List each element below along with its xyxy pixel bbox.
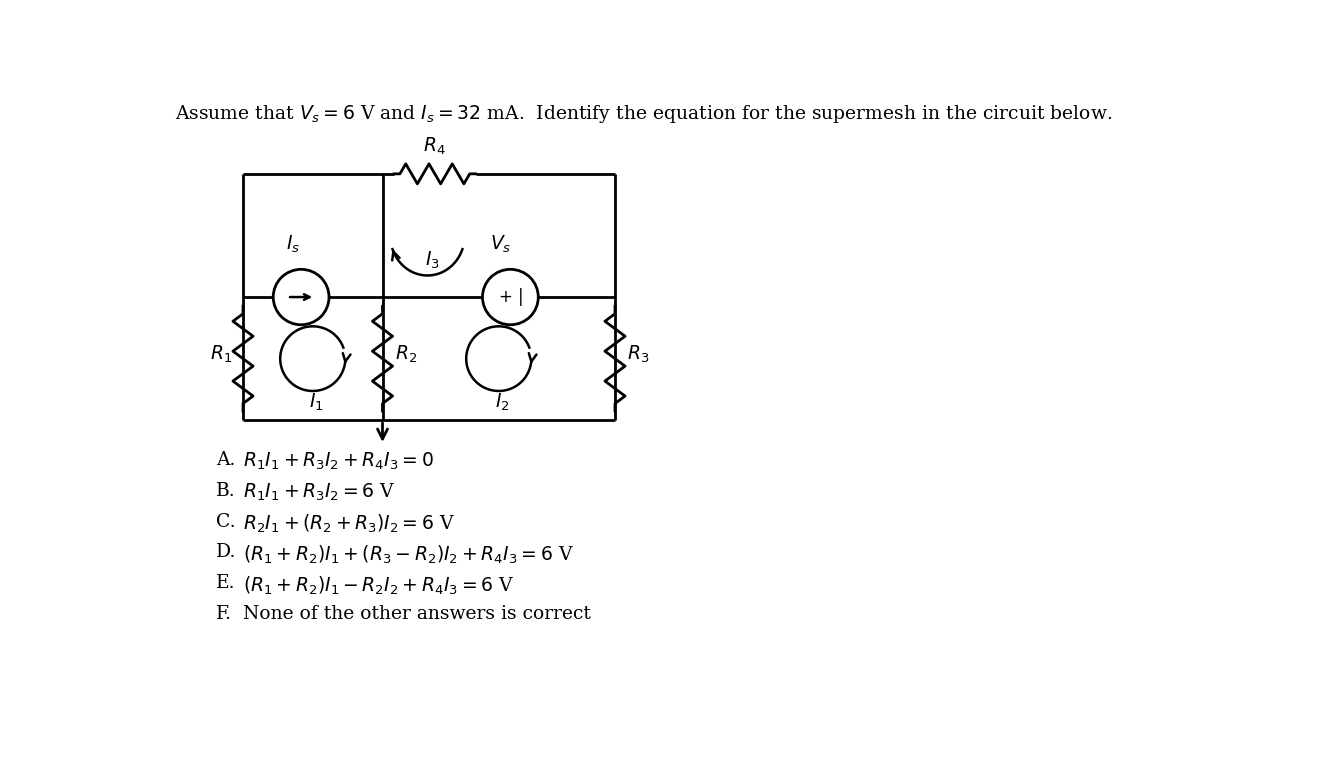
- Text: $V_s$: $V_s$: [490, 233, 512, 255]
- Text: B.: B.: [216, 482, 236, 500]
- Circle shape: [273, 270, 330, 325]
- Text: $(R_1 + R_2) I_1 - R_2 I_2 + R_4 I_3 = 6$ V: $(R_1 + R_2) I_1 - R_2 I_2 + R_4 I_3 = 6…: [244, 574, 515, 597]
- Text: A.: A.: [216, 451, 236, 469]
- Text: $I_1$: $I_1$: [308, 391, 323, 413]
- Text: $+\ |$: $+\ |$: [498, 286, 523, 308]
- Text: C.: C.: [216, 512, 236, 531]
- Text: $R_2$: $R_2$: [395, 344, 417, 366]
- Text: $I_3$: $I_3$: [425, 250, 440, 270]
- Text: Assume that $V_s = 6$ V and $I_s = 32$ mA.  Identify the equation for the superm: Assume that $V_s = 6$ V and $I_s = 32$ m…: [175, 103, 1112, 125]
- Text: D.: D.: [216, 543, 236, 561]
- Text: $I_2$: $I_2$: [495, 391, 510, 413]
- Circle shape: [482, 270, 539, 325]
- Text: None of the other answers is correct: None of the other answers is correct: [244, 605, 591, 623]
- Text: E.: E.: [216, 574, 236, 592]
- Text: $R_1 I_1 + R_3 I_2 = 6$ V: $R_1 I_1 + R_3 I_2 = 6$ V: [244, 482, 396, 503]
- Text: $I_s$: $I_s$: [286, 233, 301, 255]
- Text: $(R_1 + R_2) I_1 + (R_3 - R_2) I_2 + R_4 I_3 = 6$ V: $(R_1 + R_2) I_1 + (R_3 - R_2) I_2 + R_4…: [244, 543, 575, 566]
- Text: $R_2 I_1 + (R_2 + R_3)I_2 = 6$ V: $R_2 I_1 + (R_2 + R_3)I_2 = 6$ V: [244, 512, 455, 535]
- Text: $R_1$: $R_1$: [211, 344, 233, 366]
- Text: $R_3$: $R_3$: [628, 344, 649, 366]
- Text: F.: F.: [216, 605, 232, 623]
- Text: $R_1 I_1 + R_3 I_2 + R_4 I_3 = 0$: $R_1 I_1 + R_3 I_2 + R_4 I_3 = 0$: [244, 451, 434, 472]
- Text: $R_4$: $R_4$: [424, 136, 446, 157]
